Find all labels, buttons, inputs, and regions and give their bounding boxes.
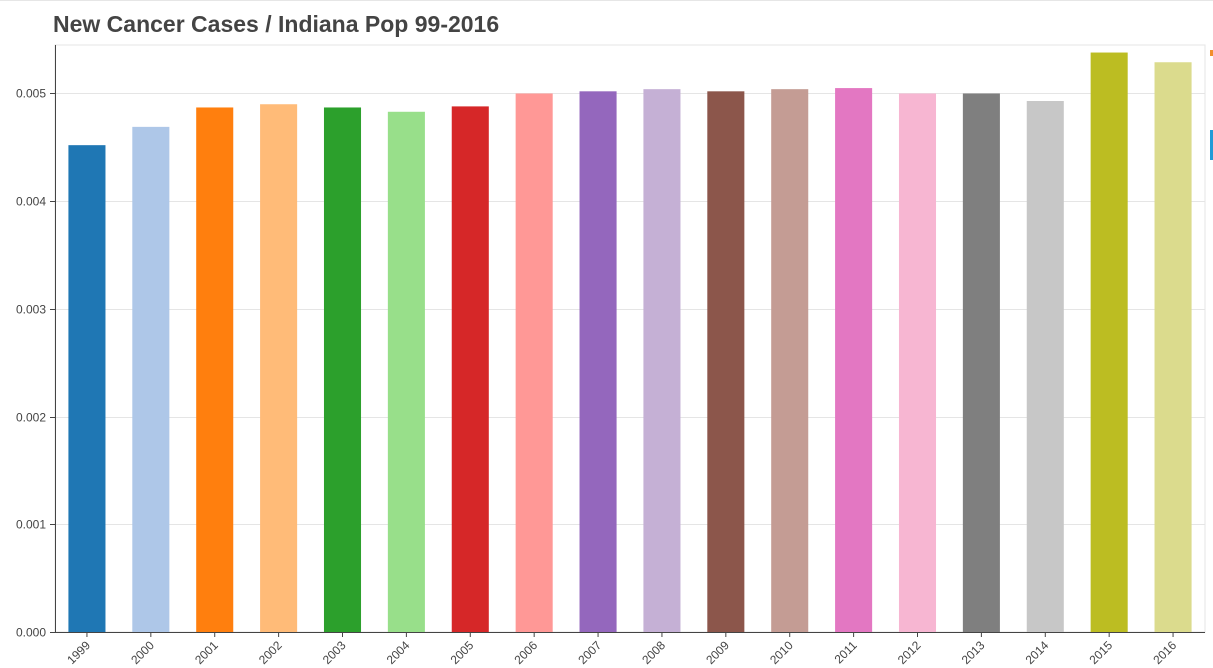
y-tick-label: 0.003: [16, 303, 46, 317]
bar-2016: [1154, 62, 1192, 632]
top-divider: [0, 0, 1213, 1]
toolbar-edge-marker[interactable]: [1210, 50, 1213, 56]
x-tick-label-2011: 2011: [832, 638, 860, 666]
x-tick-label-2012: 2012: [895, 638, 924, 667]
x-tick-label-2004: 2004: [384, 638, 413, 667]
x-tick-label-2001: 2001: [192, 638, 221, 667]
bar-2009: [707, 91, 745, 632]
bar-2015: [1090, 52, 1128, 633]
x-tick-label-2007: 2007: [575, 638, 604, 667]
bar-2007: [579, 91, 617, 632]
x-tick-label-2016: 2016: [1150, 638, 1179, 667]
x-tick-label-2009: 2009: [703, 638, 732, 667]
bar-2003: [323, 107, 362, 632]
bar-2005: [451, 106, 489, 633]
x-tick-label-2010: 2010: [767, 638, 796, 667]
bar-2004: [387, 111, 425, 633]
y-tick-label: 0.004: [16, 195, 46, 209]
x-tick-label-2006: 2006: [512, 638, 541, 667]
y-tick-label: 0.001: [16, 518, 46, 532]
bar-2012: [898, 93, 937, 632]
bar-2006: [515, 93, 553, 632]
bar-2014: [1026, 101, 1064, 633]
y-tick-label: 0.005: [16, 87, 46, 101]
bar-2013: [962, 93, 1000, 632]
bar-2008: [643, 89, 681, 633]
bar-1999: [68, 145, 106, 632]
y-tick-label: 0.002: [16, 411, 46, 425]
y-tick-label: 0.000: [16, 626, 46, 640]
x-tick-label-2008: 2008: [639, 638, 668, 667]
x-tick-label-2005: 2005: [448, 638, 477, 667]
x-tick-label-2003: 2003: [320, 638, 349, 667]
bar-2002: [260, 104, 298, 633]
bar-2000: [132, 126, 170, 633]
bar-2011: [835, 88, 873, 632]
x-tick-label-2015: 2015: [1087, 638, 1116, 667]
x-tick-label-2013: 2013: [959, 638, 988, 667]
bar-2001: [196, 107, 234, 632]
chart-title: New Cancer Cases / Indiana Pop 99-2016: [53, 11, 500, 37]
x-tick-label-2000: 2000: [128, 638, 157, 667]
x-tick-label-2014: 2014: [1023, 638, 1052, 667]
x-tick-label-1999: 1999: [64, 638, 93, 667]
bar-2010: [771, 89, 809, 633]
x-tick-label-2002: 2002: [256, 638, 285, 667]
toolbar-edge-handle[interactable]: [1210, 130, 1213, 160]
